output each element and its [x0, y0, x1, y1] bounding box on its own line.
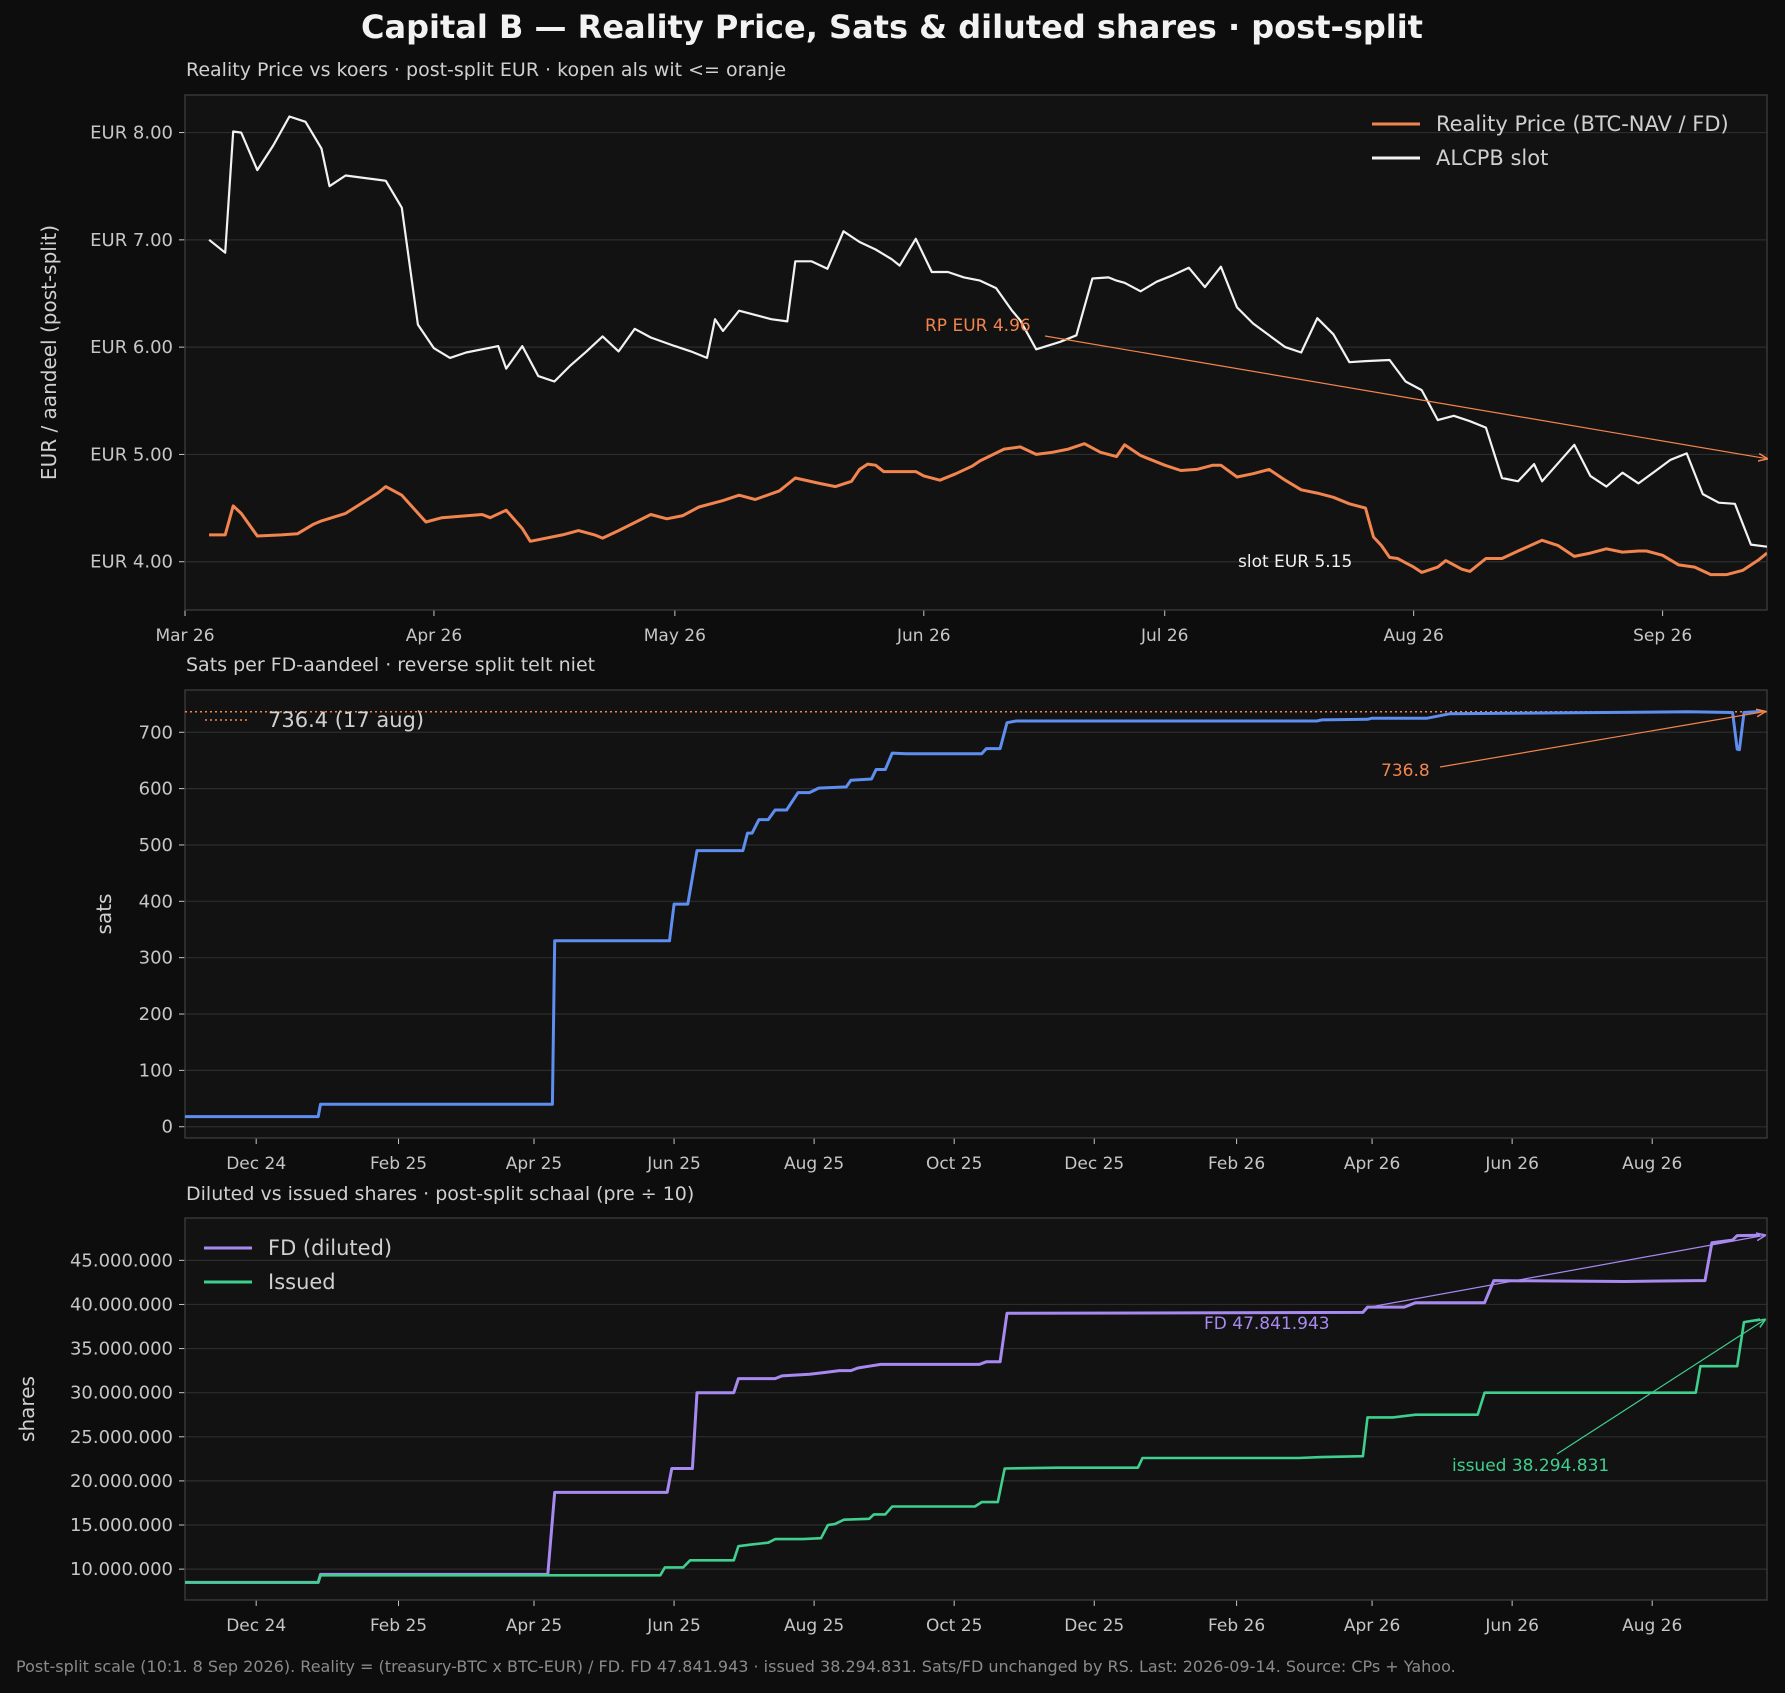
x-tick-label: Dec 24 — [226, 1616, 286, 1636]
annotation-arrow — [1556, 1320, 1765, 1455]
x-tick-label: Mar 26 — [155, 626, 214, 646]
plot-frame — [184, 1217, 1768, 1601]
figure-footer: Post-split scale (10:1. 8 Sep 2026). Rea… — [16, 1657, 1456, 1676]
y-tick-label: EUR 8.00 — [90, 123, 173, 144]
y-tick-label: EUR 7.00 — [90, 230, 173, 251]
x-tick-label: Jun 25 — [646, 1154, 701, 1174]
chart-panel-1: EUR 4.00 EUR 5.00 EUR 6.00 EUR 7.00 EUR 8.00… — [37, 59, 1767, 646]
x-tick-label: Oct 25 — [926, 1616, 982, 1636]
y-tick-label: 0 — [162, 1117, 173, 1138]
x-tick-label: Dec 25 — [1064, 1154, 1124, 1174]
y-tick-label: 15.000.000 — [70, 1515, 173, 1536]
x-tick-label: Jul 26 — [1140, 626, 1189, 646]
x-tick-label: Jun 26 — [1484, 1616, 1539, 1636]
x-tick-label: Jun 25 — [646, 1616, 701, 1636]
x-tick-label: Apr 26 — [406, 626, 462, 646]
x-tick-label: Feb 25 — [370, 1616, 427, 1636]
annotation-label: slot EUR 5.15 — [1238, 552, 1352, 572]
y-axis-label: sats — [92, 894, 116, 935]
y-tick-label: 500 — [139, 835, 173, 856]
series-line-issued — [185, 1318, 1761, 1584]
y-tick-label: 10.000.000 — [70, 1559, 173, 1580]
y-tick-label: EUR 6.00 — [90, 337, 173, 358]
legend-label: ALCPB slot — [1436, 146, 1548, 170]
x-tick-label: Sep 26 — [1633, 626, 1692, 646]
legend: Reality Price (BTC-NAV / FD) ALCPB slot — [1372, 112, 1729, 170]
x-tick-label: Jun 26 — [1484, 1154, 1539, 1174]
plot-frame — [184, 94, 1768, 611]
y-axis-label: EUR / aandeel (post-split) — [37, 225, 61, 480]
y-tick-label: 45.000.000 — [70, 1250, 173, 1271]
y-tick-label: 200 — [139, 1004, 173, 1025]
x-tick-label: Aug 26 — [1384, 626, 1444, 646]
annotation-label: RP EUR 4.96 — [925, 316, 1031, 336]
x-tick-label: Apr 25 — [506, 1616, 562, 1636]
x-tick-label: Aug 26 — [1622, 1616, 1682, 1636]
series-line-sats — [185, 710, 1761, 1119]
legend-label: FD (diluted) — [268, 1236, 392, 1260]
x-tick-label: Dec 24 — [226, 1154, 286, 1174]
y-tick-label: 30.000.000 — [70, 1383, 173, 1404]
x-tick-label: Feb 26 — [1208, 1616, 1265, 1636]
plot-frame — [184, 689, 1768, 1139]
y-tick-label: EUR 4.00 — [90, 552, 173, 573]
figure-title: Capital B — Reality Price, Sats & dilute… — [361, 8, 1423, 46]
y-tick-label: 700 — [139, 722, 173, 743]
x-tick-label: Apr 25 — [506, 1154, 562, 1174]
series-line-reality — [209, 442, 1767, 577]
annotation-label: FD 47.841.943 — [1204, 1314, 1330, 1334]
x-tick-label: May 26 — [644, 626, 706, 646]
series-line-alcpb — [208, 115, 1767, 548]
x-tick-label: Aug 26 — [1622, 1154, 1682, 1174]
y-tick-label: 400 — [139, 891, 173, 912]
plot-area — [185, 690, 1767, 1138]
x-tick-label: Feb 26 — [1208, 1154, 1265, 1174]
x-tick-label: Apr 26 — [1344, 1154, 1400, 1174]
chart-panel-3: 10.000.000 15.000.000 20.000.000 25.000.000… — [15, 1183, 1768, 1636]
x-tick-label: Feb 25 — [370, 1154, 427, 1174]
y-tick-label: 35.000.000 — [70, 1339, 173, 1360]
x-tick-label: Oct 25 — [926, 1154, 982, 1174]
panel-title: Reality Price vs koers · post-split EUR … — [186, 59, 786, 81]
series-line-fd — [185, 1233, 1761, 1584]
plot-area — [185, 1218, 1767, 1600]
legend-label: Reality Price (BTC-NAV / FD) — [1436, 112, 1729, 136]
x-tick-label: Apr 26 — [1344, 1616, 1400, 1636]
x-tick-label: Dec 25 — [1064, 1616, 1124, 1636]
legend-label: Issued — [268, 1270, 336, 1294]
chart-panel-2: 0 100 200 300 400 500 600 700 Dec 24 Feb 25 Apr 25… — [92, 654, 1768, 1174]
legend: FD (diluted) Issued — [204, 1236, 392, 1294]
y-axis-label: shares — [15, 1376, 39, 1442]
y-tick-label: 25.000.000 — [70, 1427, 173, 1448]
annotation-label: issued 38.294.831 — [1452, 1456, 1609, 1476]
y-tick-label: 300 — [139, 948, 173, 969]
annotation-arrow — [1369, 1235, 1765, 1308]
plot-area — [185, 95, 1767, 610]
y-tick-label: 600 — [139, 779, 173, 800]
panel-title: Diluted vs issued shares · post-split sc… — [186, 1183, 694, 1205]
x-tick-label: Aug 25 — [784, 1154, 844, 1174]
annotation-label: 736.8 — [1381, 761, 1430, 781]
reference-legend-label: 736.4 (17 aug) — [268, 708, 424, 732]
y-tick-label: 20.000.000 — [70, 1471, 173, 1492]
annotation-arrow — [1439, 712, 1765, 768]
x-tick-label: Jun 26 — [896, 626, 951, 646]
x-tick-label: Aug 25 — [784, 1616, 844, 1636]
y-tick-label: 40.000.000 — [70, 1294, 173, 1315]
y-tick-label: EUR 5.00 — [90, 444, 173, 465]
panel-title: Sats per FD-aandeel · reverse split telt… — [186, 654, 595, 676]
annotation-arrow — [1044, 335, 1767, 459]
y-tick-label: 100 — [139, 1060, 173, 1081]
